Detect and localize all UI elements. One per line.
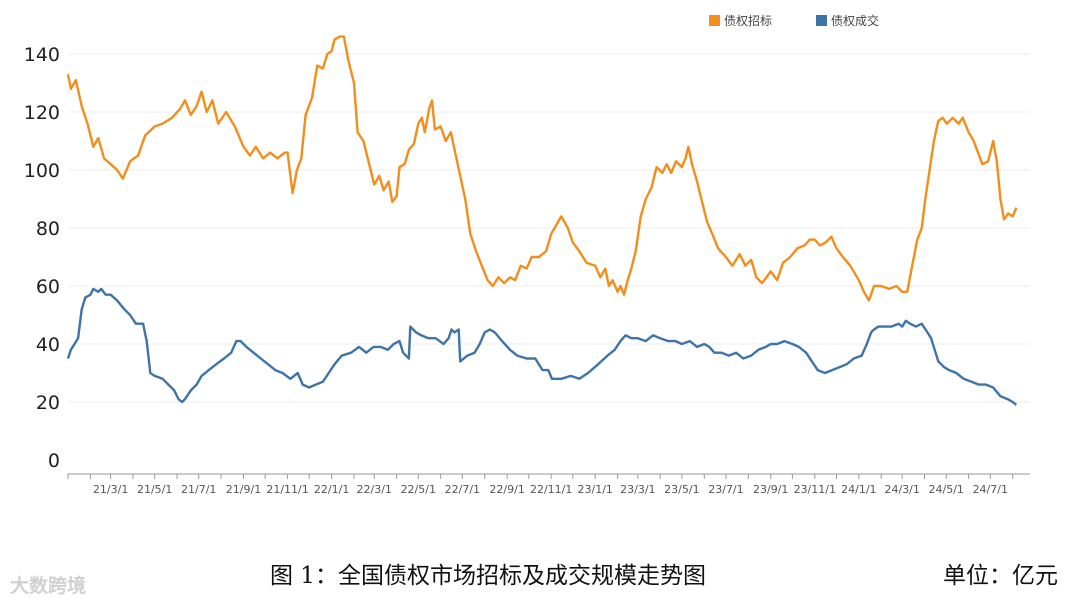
x-tick-label: 21/7/1 — [181, 483, 216, 496]
x-tick-label: 22/1/1 — [314, 483, 349, 496]
x-tick-label: 22/7/1 — [445, 483, 480, 496]
x-axis-ticks: 21/3/1 21/5/1 21/7/1 21/9/1 21/11/1 22/1/1 22/… — [67, 474, 1014, 496]
y-tick-label: 80 — [36, 218, 60, 240]
x-tick-label: 23/11/1 — [794, 483, 836, 496]
legend-label-bond-deal: 债权成交 — [831, 13, 879, 28]
y-tick-label: 60 — [36, 276, 60, 298]
x-tick-label: 22/9/1 — [489, 483, 524, 496]
y-tick-label: 40 — [36, 334, 60, 356]
x-tick-label: 24/3/1 — [884, 483, 919, 496]
y-tick-label: 100 — [24, 160, 60, 182]
x-tick-label: 22/3/1 — [357, 483, 392, 496]
series-line-bond-tender — [66, 35, 1018, 302]
x-tick-label: 23/1/1 — [578, 483, 613, 496]
watermark-logo: 大数跨境 — [10, 575, 87, 597]
x-tick-label: 24/5/1 — [929, 483, 964, 496]
x-tick-label: 21/9/1 — [226, 483, 261, 496]
x-tick-label: 22/11/1 — [530, 483, 572, 496]
unit-label: 单位：亿元 — [943, 563, 1058, 589]
legend: 债权招标 债权成交 — [709, 13, 879, 28]
y-tick-label: 0 — [48, 450, 60, 472]
series-line-bond-deal — [66, 287, 1018, 406]
x-tick-label: 24/1/1 — [841, 483, 876, 496]
y-tick-label: 20 — [36, 392, 60, 414]
x-tick-label: 21/3/1 — [93, 483, 128, 496]
y-axis-ticks: 0 20 40 60 80 100 120 140 — [24, 44, 60, 472]
x-tick-label: 24/7/1 — [973, 483, 1008, 496]
x-tick-label: 23/5/1 — [664, 483, 699, 496]
figure-caption: 图 1：全国债权市场招标及成交规模走势图 — [270, 563, 706, 589]
x-tick-label: 23/3/1 — [620, 483, 655, 496]
legend-swatch-bond-deal — [816, 15, 827, 26]
x-tick-label: 22/5/1 — [401, 483, 436, 496]
series-lines — [66, 35, 1018, 406]
gridlines — [68, 53, 1030, 403]
y-tick-label: 120 — [24, 102, 60, 124]
x-tick-label: 23/7/1 — [708, 483, 743, 496]
y-tick-label: 140 — [24, 44, 60, 66]
legend-label-bond-tender: 债权招标 — [724, 14, 772, 28]
x-tick-label: 21/5/1 — [137, 483, 172, 496]
x-tick-label: 23/9/1 — [753, 483, 788, 496]
x-tick-label: 21/11/1 — [266, 483, 308, 496]
legend-swatch-bond-tender — [709, 15, 720, 26]
